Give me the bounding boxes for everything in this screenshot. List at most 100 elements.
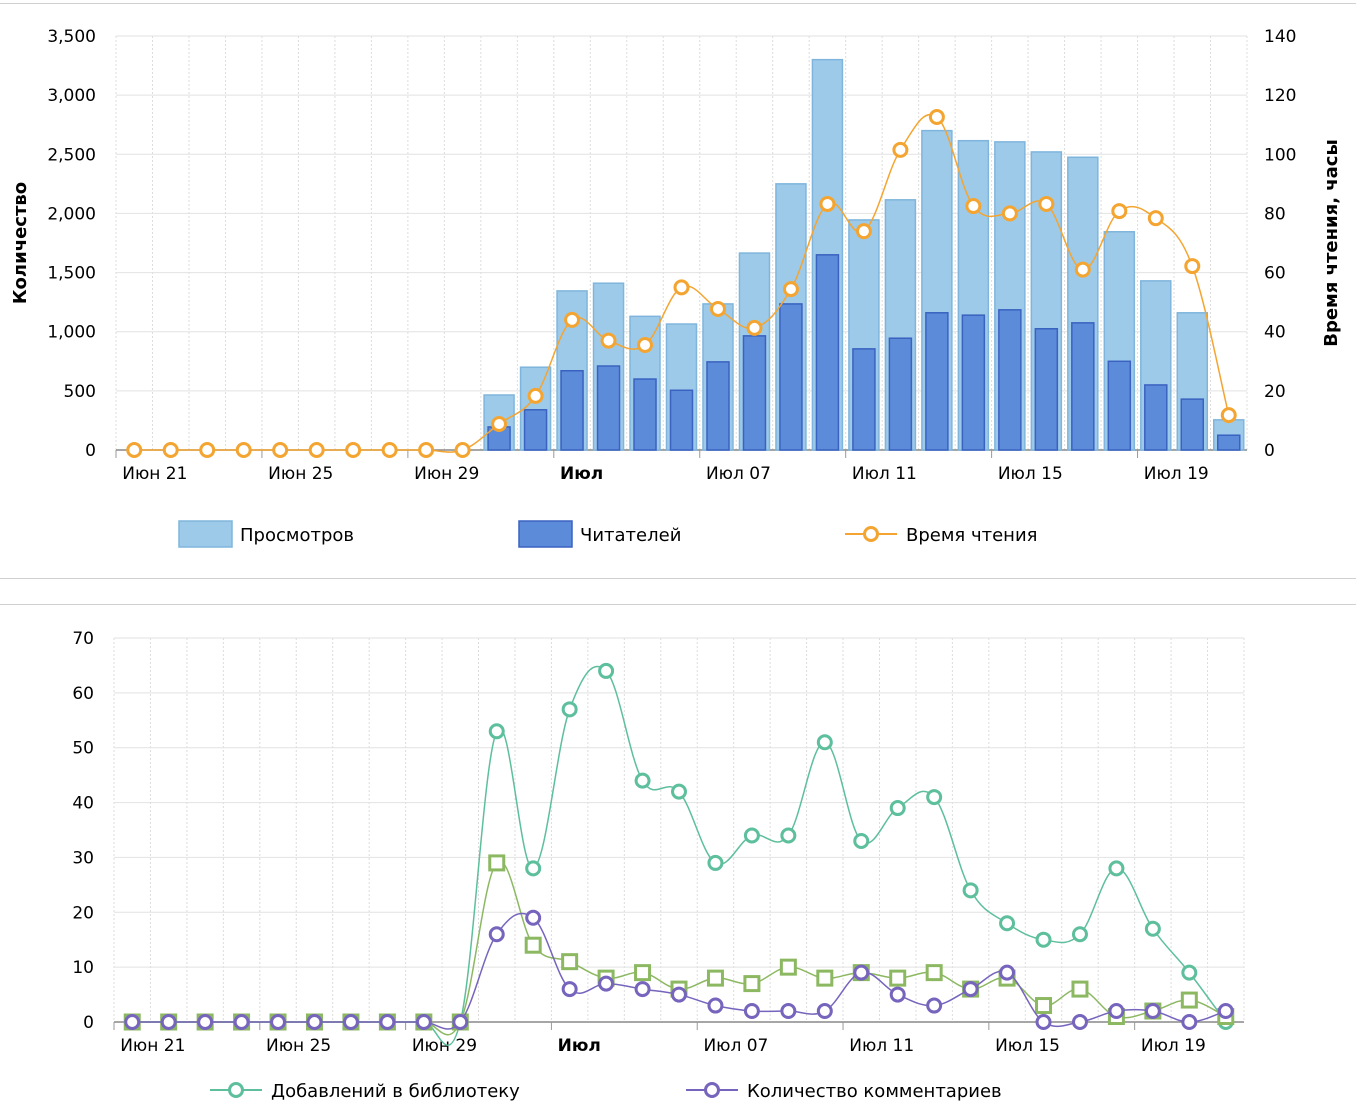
data-point-marker — [1035, 1014, 1052, 1030]
data-point-marker — [1181, 964, 1198, 981]
data-point-marker — [855, 223, 872, 240]
legend-views[interactable]: Просмотров — [178, 520, 354, 548]
data-point-marker — [671, 783, 687, 800]
y-tick-label: 30 — [72, 848, 94, 868]
data-point-marker — [889, 986, 906, 1003]
y-tick-label: 20 — [72, 903, 94, 923]
legend-comments[interactable]: Количество комментариев — [686, 1081, 1002, 1102]
data-point-marker — [999, 915, 1016, 932]
y-tick-label: 50 — [72, 739, 94, 759]
y2-tick-label: 0 — [1264, 441, 1275, 461]
reading-stats-chart: 0 500 1,000 1,500 2,000 2,500 3,000 3,500 0 20 40 6… — [10, 27, 1342, 548]
data-point-marker — [671, 986, 687, 1003]
data-point-marker — [965, 198, 982, 215]
data-point-marker — [199, 442, 216, 458]
section-divider-2 — [0, 604, 1356, 605]
bar-readers — [633, 378, 657, 451]
y-tick-label: 2,500 — [47, 145, 96, 165]
data-point-marker — [816, 969, 834, 987]
bar-readers — [1071, 322, 1095, 451]
top-border — [0, 3, 1356, 4]
data-point-marker — [637, 337, 654, 354]
data-point-marker — [160, 1014, 177, 1030]
y-tick-label: 10 — [72, 958, 94, 978]
x-tick-label: Июл 15 — [995, 1036, 1060, 1056]
y-tick-label: 500 — [64, 382, 96, 402]
data-point-marker — [564, 311, 581, 328]
x-tick-label: Июл 07 — [703, 1036, 768, 1056]
section-divider — [0, 578, 1356, 579]
data-point-marker — [1071, 1014, 1088, 1030]
x-tick-label: Июн 29 — [412, 1036, 477, 1056]
data-point-marker — [1180, 991, 1198, 1009]
data-point-marker — [233, 1014, 250, 1030]
data-point-marker — [598, 975, 615, 992]
x-tick-label: Июл 19 — [1141, 1036, 1206, 1056]
data-point-marker — [561, 701, 578, 718]
legend-swatch — [518, 520, 573, 548]
bar-readers — [888, 337, 913, 451]
data-point-marker — [673, 279, 690, 296]
y-tick-label: 0 — [85, 441, 96, 461]
data-point-marker — [454, 442, 471, 458]
data-point-marker — [415, 1014, 432, 1030]
data-point-marker — [1074, 261, 1091, 278]
y-tick-label: 3,000 — [47, 86, 96, 106]
data-point-marker — [926, 997, 943, 1014]
bar-readers — [961, 314, 986, 451]
legend-readers[interactable]: Читателей — [518, 520, 681, 548]
bar-readers — [852, 348, 876, 451]
x-tick-label: Июн 21 — [122, 464, 187, 484]
legend-label: Читателей — [580, 525, 681, 546]
bar-readers — [779, 303, 803, 451]
data-point-marker — [1071, 980, 1089, 998]
data-point-marker — [488, 723, 505, 740]
data-point-marker — [162, 442, 179, 458]
data-point-marker — [780, 1003, 797, 1020]
legend-library-adds[interactable]: Добавлений в библиотеку — [210, 1081, 520, 1102]
y2-tick-label: 20 — [1264, 382, 1286, 402]
data-point-marker — [1035, 997, 1053, 1015]
data-point-marker — [746, 319, 763, 336]
data-point-marker — [892, 141, 909, 158]
data-point-marker — [707, 854, 724, 871]
y-tick-label: 1,000 — [47, 323, 96, 343]
legend-marker — [704, 1082, 720, 1098]
y-tick-label: 3,500 — [47, 27, 96, 47]
data-point-marker — [488, 926, 505, 943]
data-point-marker — [782, 281, 799, 298]
y2-axis-title: Время чтения, часы — [1321, 139, 1342, 347]
legend-reading-time[interactable]: Время чтения — [845, 525, 1037, 546]
data-point-marker — [999, 964, 1016, 981]
bar-readers — [596, 365, 621, 451]
legend-marker — [863, 526, 879, 542]
data-point-marker — [819, 195, 836, 212]
x-tick-label: Июл — [560, 464, 603, 484]
data-point-marker — [853, 832, 870, 849]
data-point-marker — [1217, 1003, 1234, 1020]
x-tick-label: Июн 21 — [120, 1036, 185, 1056]
bar-readers — [815, 254, 840, 451]
data-point-marker — [707, 997, 724, 1014]
data-point-marker — [527, 387, 544, 404]
bar-readers — [1180, 398, 1205, 451]
data-point-marker — [1220, 407, 1237, 424]
bar-readers — [523, 409, 548, 451]
x-tick-label: Июл 11 — [849, 1036, 914, 1056]
y2-tick-label: 100 — [1264, 145, 1296, 165]
y-tick-label: 0 — [83, 1013, 94, 1033]
y-tick-label: 70 — [72, 629, 94, 649]
data-point-marker — [634, 981, 651, 998]
data-point-marker — [1144, 920, 1161, 937]
legend-marker — [228, 1082, 244, 1098]
data-point-marker — [418, 442, 435, 458]
bar-readers — [560, 369, 584, 451]
x-tick-label: Июл 19 — [1144, 464, 1209, 484]
y-tick-label: 40 — [72, 794, 94, 814]
data-point-marker — [816, 1003, 833, 1020]
y-tick-label: 60 — [72, 684, 94, 704]
bar-readers — [669, 389, 694, 451]
bar-readers — [1144, 384, 1168, 451]
y-tick-label: 2,000 — [47, 204, 96, 224]
